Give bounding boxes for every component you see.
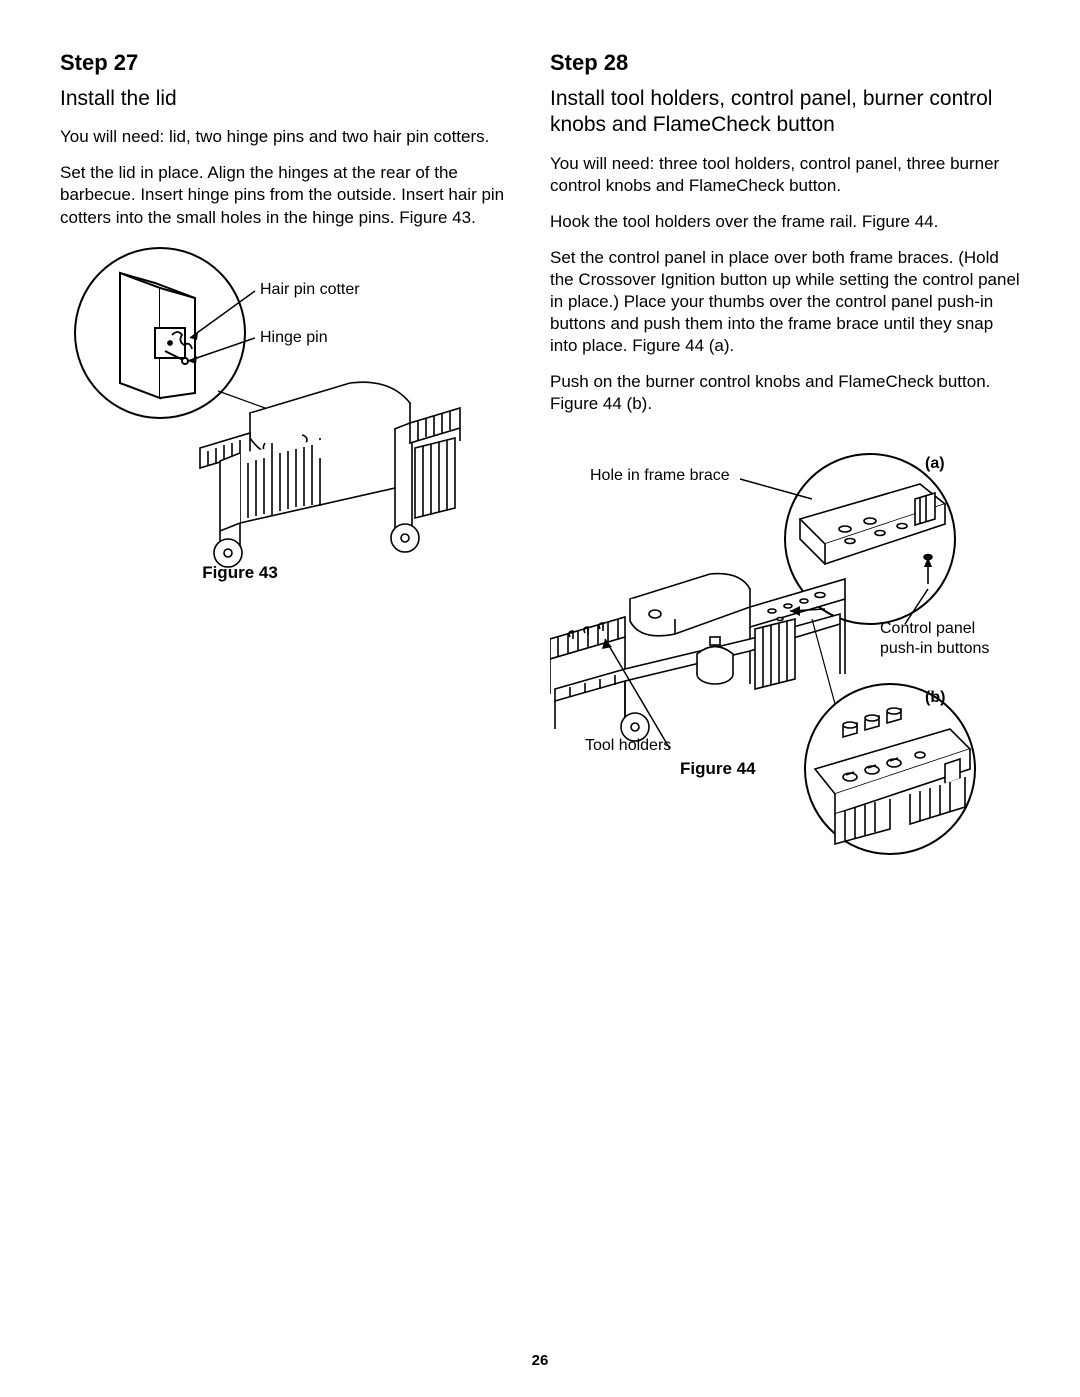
figure-43-wrap: Hair pin cotter Hinge pin — [60, 243, 510, 603]
right-column: Step 28 Install tool holders, control pa… — [550, 50, 1020, 879]
figure-43-caption: Figure 43 — [60, 563, 420, 583]
step-27-instructions: Set the lid in place. Align the hinges a… — [60, 162, 510, 228]
step-28-subtitle: Install tool holders, control panel, bur… — [550, 86, 1020, 139]
figure-44-wrap: Hole in frame brace (a) Control panel pu… — [550, 449, 1020, 879]
step-27-subtitle: Install the lid — [60, 86, 510, 112]
label-b: (b) — [925, 689, 945, 707]
label-a: (a) — [925, 455, 945, 473]
page-number: 26 — [0, 1352, 1080, 1369]
step-27-need: You will need: lid, two hinge pins and t… — [60, 126, 510, 148]
step-28-knobs: Push on the burner control knobs and Fla… — [550, 371, 1020, 415]
figure-44-illustration — [550, 449, 1020, 869]
label-hole-frame-brace: Hole in frame brace — [590, 467, 730, 485]
step-28-need: You will need: three tool holders, contr… — [550, 153, 1020, 197]
step-28-hook: Hook the tool holders over the frame rai… — [550, 211, 1020, 233]
label-hinge-pin: Hinge pin — [260, 329, 328, 347]
step-28-heading: Step 28 — [550, 50, 1020, 76]
label-tool-holders: Tool holders — [585, 737, 671, 755]
page-content: Step 27 Install the lid You will need: l… — [0, 0, 1080, 879]
figure-44-caption: Figure 44 — [680, 759, 756, 779]
label-hair-pin-cotter: Hair pin cotter — [260, 281, 360, 299]
step-28-control-panel: Set the control panel in place over both… — [550, 247, 1020, 357]
step-27-heading: Step 27 — [60, 50, 510, 76]
label-control-panel-buttons: Control panel push-in buttons — [880, 619, 1010, 657]
left-column: Step 27 Install the lid You will need: l… — [60, 50, 510, 879]
